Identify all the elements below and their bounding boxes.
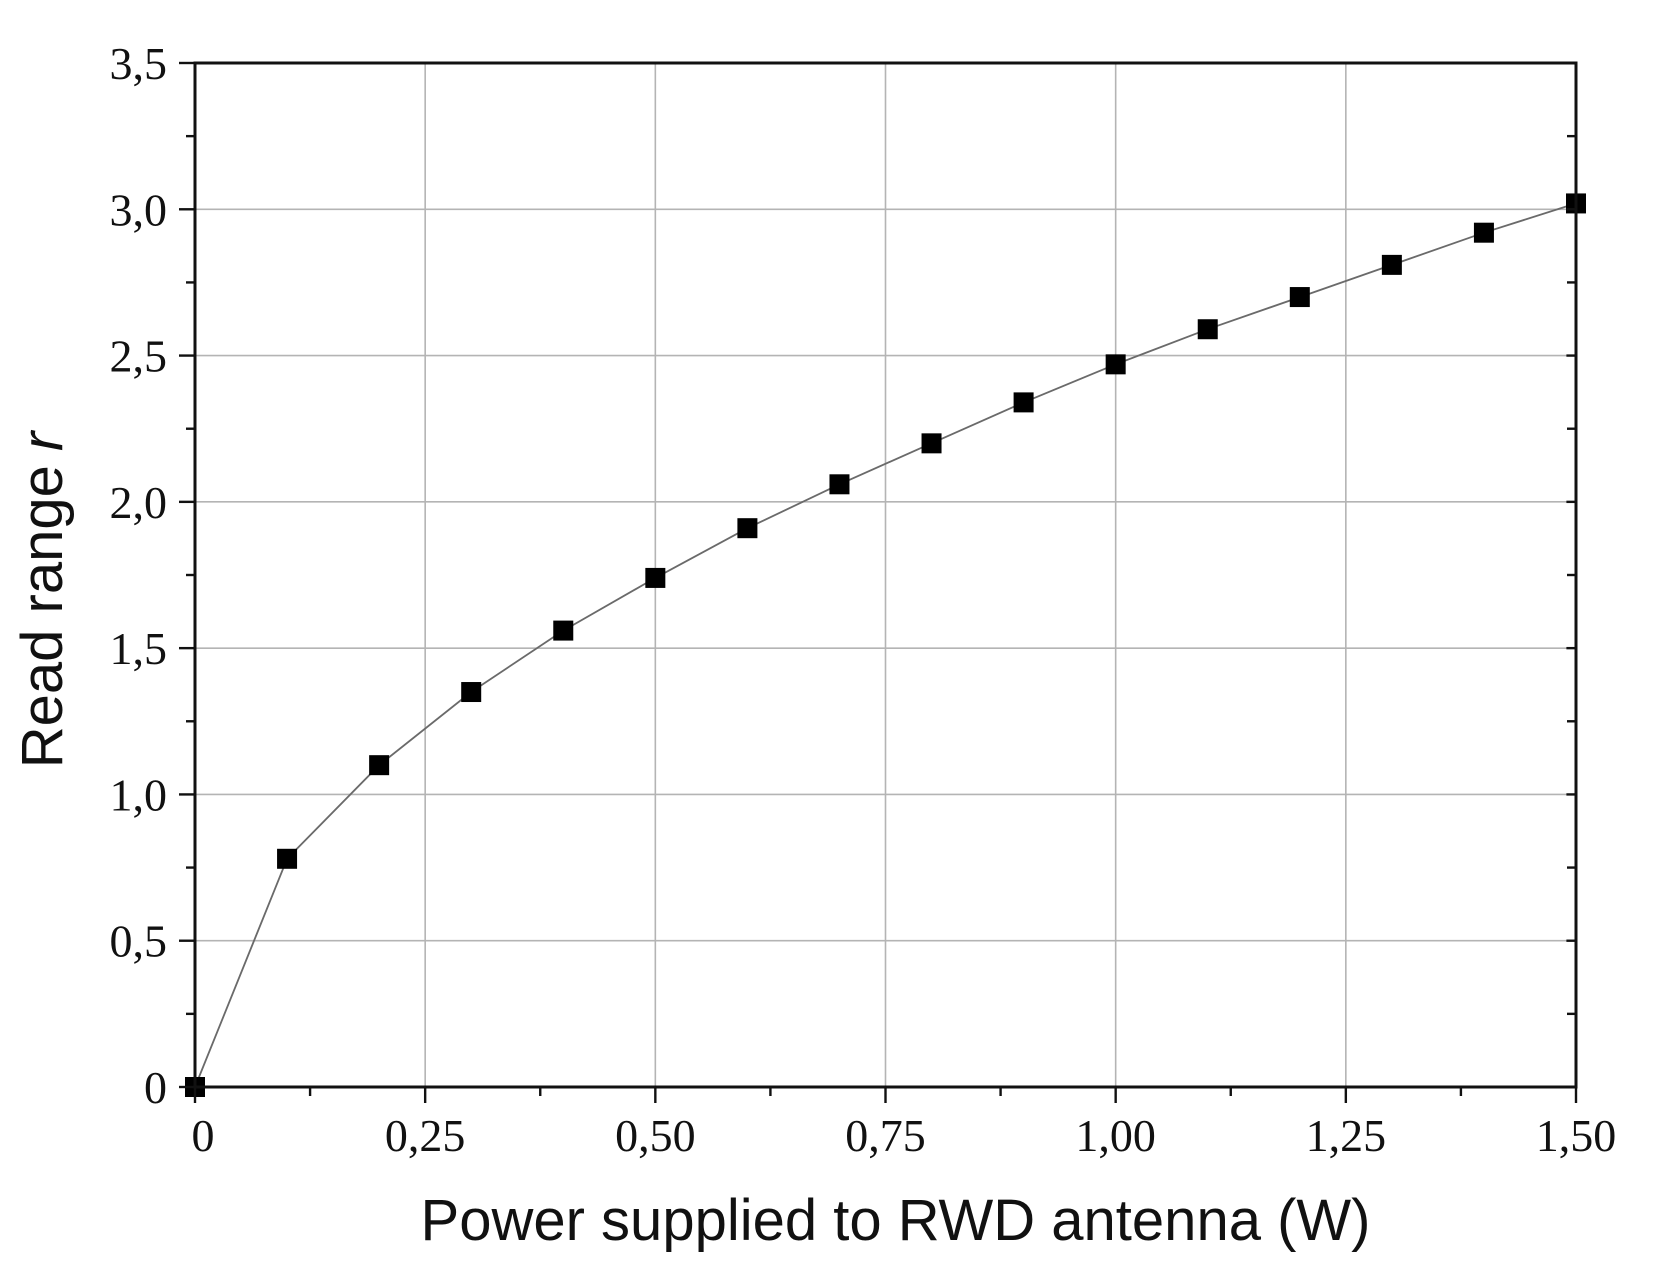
x-tick-label: 1,00 — [1075, 1110, 1156, 1161]
data-point-marker — [737, 518, 758, 539]
grid-lines — [195, 63, 1576, 1087]
series-line — [194, 202, 1577, 1088]
y-tick-label: 3,5 — [110, 38, 168, 89]
data-point-marker — [1105, 354, 1126, 375]
data-point-marker — [1473, 222, 1494, 243]
x-tick-label: 0 — [192, 1110, 215, 1161]
x-tick-label: 1,50 — [1536, 1110, 1617, 1161]
x-axis-title: Power supplied to RWD antenna (W) — [421, 1188, 1371, 1253]
y-tick-label: 0 — [144, 1062, 167, 1113]
series-read-range — [185, 193, 1586, 1097]
y-axis-title-variable: r — [10, 429, 75, 451]
x-tick-label: 0,25 — [385, 1110, 466, 1161]
data-point-marker — [369, 755, 390, 776]
data-point-marker — [277, 848, 298, 869]
x-tick-labels: 0 0,25 0,50 0,75 1,00 1,25 1,50 — [192, 1110, 1617, 1161]
data-point-marker — [1289, 287, 1310, 308]
y-tick-label: 1,5 — [110, 623, 168, 674]
y-tick-label: 1,0 — [110, 769, 168, 820]
data-point-marker — [553, 620, 574, 641]
data-point-marker — [1197, 319, 1218, 340]
x-tick-label: 1,25 — [1306, 1110, 1387, 1161]
data-point-marker — [921, 433, 942, 454]
data-point-marker — [1013, 392, 1034, 413]
y-tick-label: 2,5 — [110, 331, 168, 382]
y-axis-title-text: Read range — [10, 465, 75, 768]
y-tick-label: 2,0 — [110, 477, 168, 528]
y-axis-title: Read range r — [10, 429, 75, 768]
y-tick-label: 3,0 — [110, 184, 168, 235]
x-tick-label: 0,75 — [845, 1110, 926, 1161]
data-point-marker — [829, 474, 850, 495]
data-point-marker — [1381, 254, 1402, 275]
data-point-marker — [645, 567, 666, 588]
tick-marks — [179, 61, 1578, 1103]
data-point-marker — [461, 682, 482, 703]
y-tick-labels: 0 0,5 1,0 1,5 2,0 2,5 3,0 3,5 — [110, 38, 168, 1113]
y-tick-label: 0,5 — [110, 916, 168, 967]
x-tick-label: 0,50 — [615, 1110, 696, 1161]
